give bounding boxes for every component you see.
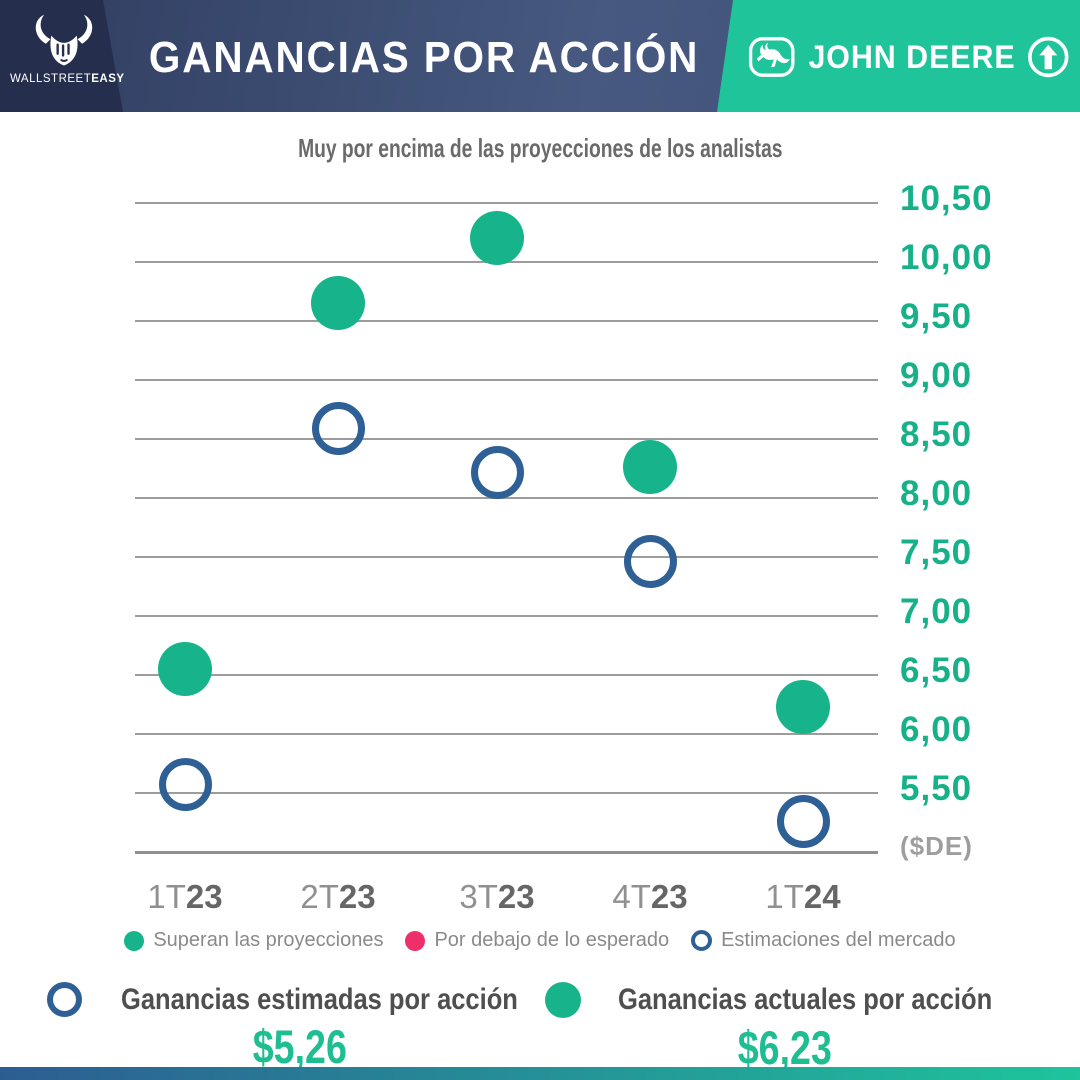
y-axis-tick-label: 10,50 <box>900 179 993 218</box>
summary-actual-head: Ganancias actuales por acción <box>544 982 1025 1018</box>
y-axis-unit-label: ($DE) <box>900 831 973 861</box>
brand-name-light: WALLSTREET <box>10 73 92 85</box>
estimate-point <box>470 445 524 499</box>
actual-point <box>623 440 677 495</box>
legend-label: Estimaciones del mercado <box>721 929 956 951</box>
gridline <box>135 320 878 322</box>
chart-legend: Superan las proyecciones Por debajo de l… <box>0 929 1080 952</box>
y-axis-tick-label: 7,00 <box>900 592 973 631</box>
summary-estimated-value: $5,26 <box>252 1020 348 1073</box>
legend-item-estimate: Estimaciones del mercado <box>691 929 956 952</box>
y-axis-tick-label: 5,50 <box>900 769 973 808</box>
summary-estimated-head: Ganancias estimadas por acción <box>47 982 540 1017</box>
estimate-ring-icon <box>47 982 83 1017</box>
estimate-point <box>158 758 212 812</box>
estimate-ring-icon <box>691 930 713 951</box>
gridline <box>135 556 878 558</box>
y-axis-tick-label: 10,00 <box>900 238 993 277</box>
y-axis-tick-label: 6,00 <box>900 710 973 749</box>
summary-actual-label: Ganancias actuales por acción <box>617 983 993 1016</box>
legend-label: Superan las proyecciones <box>153 929 384 951</box>
actual-point <box>158 642 212 697</box>
legend-item-beat: Superan las proyecciones <box>124 929 383 952</box>
x-axis-label: 1T23 <box>147 878 223 915</box>
beat-dot-icon <box>124 930 145 951</box>
brand-name: WALLSTREETEASY <box>10 73 124 85</box>
actual-dot-icon <box>544 982 581 1018</box>
gridline <box>135 202 878 204</box>
legend-item-miss: Por debajo de lo esperado <box>405 929 669 952</box>
brand-name-bold: EASY <box>91 73 125 85</box>
gridline <box>135 674 878 676</box>
y-axis-tick-label: 8,00 <box>900 474 973 513</box>
actual-point <box>776 679 830 734</box>
actual-point <box>470 211 524 266</box>
estimate-point <box>623 535 677 589</box>
gridline <box>135 379 878 381</box>
gridline <box>135 792 878 794</box>
miss-dot-icon <box>405 930 426 951</box>
summary-actual: Ganancias actuales por acción $6,23 <box>544 982 1025 1075</box>
legend-label: Por debajo de lo esperado <box>434 929 670 951</box>
header: WALLSTREETEASY GANANCIAS POR ACCIÓN JOHN… <box>0 0 1080 112</box>
brand-logo: WALLSTREETEASY <box>10 12 124 85</box>
actual-point <box>311 276 365 331</box>
summary-actual-value: $6,23 <box>737 1021 833 1074</box>
bottom-gradient-strip <box>0 1067 1080 1080</box>
gridline <box>135 733 878 735</box>
x-axis-label: 1T24 <box>765 878 841 915</box>
x-axis-label: 2T23 <box>300 878 376 915</box>
gridline <box>135 615 878 617</box>
arrow-up-icon <box>1028 36 1069 78</box>
summary-estimated: Ganancias estimadas por acción $5,26 <box>47 982 540 1074</box>
y-axis-tick-label: 8,50 <box>900 415 973 454</box>
chart-subtitle: Muy por encima de las proyecciones de lo… <box>297 133 783 163</box>
estimate-point <box>776 794 830 848</box>
bull-icon <box>35 14 93 66</box>
y-axis-tick-label: 6,50 <box>900 651 973 690</box>
deer-icon <box>748 37 795 77</box>
estimate-point <box>311 401 365 455</box>
page-title: GANANCIAS POR ACCIÓN <box>148 33 700 82</box>
y-axis-tick-label: 7,50 <box>900 533 973 572</box>
summary-estimated-label: Ganancias estimadas por acción <box>121 982 518 1016</box>
x-axis-label: 4T23 <box>612 878 688 915</box>
partner-name: JOHN DEERE <box>808 38 1017 75</box>
gridline <box>135 438 878 440</box>
gridline <box>135 497 878 499</box>
y-axis-tick-label: 9,50 <box>900 297 973 336</box>
partner-logo: JOHN DEERE <box>748 26 1070 88</box>
y-axis-tick-label: 9,00 <box>900 356 973 395</box>
x-axis-label: 3T23 <box>459 878 535 915</box>
x-axis-line <box>135 851 878 854</box>
